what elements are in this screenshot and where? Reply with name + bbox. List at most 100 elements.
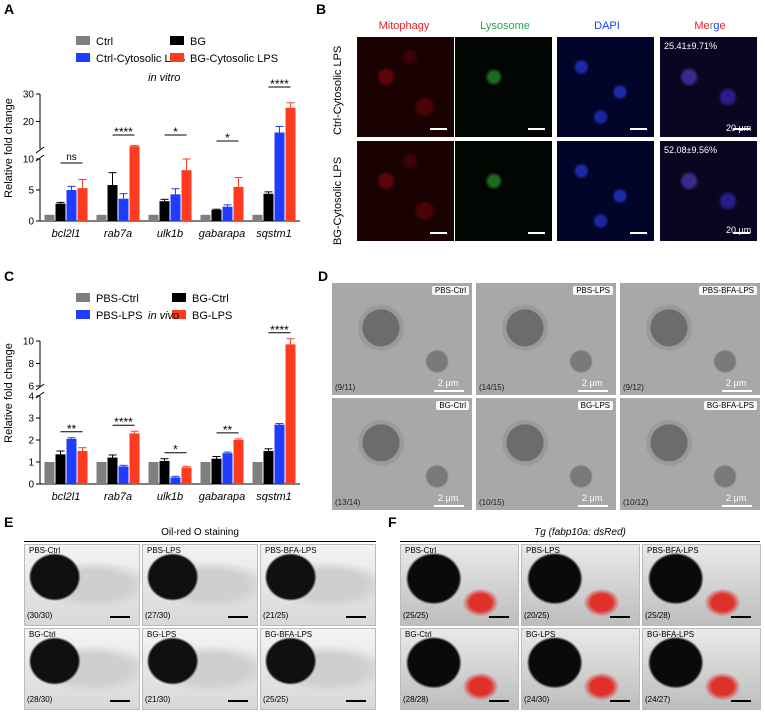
micrograph-mitophagy-row-1 — [357, 37, 454, 137]
panel-letter-a: A — [4, 1, 15, 17]
legend-label: BG-Ctrl — [192, 293, 229, 305]
legend-swatch — [76, 310, 90, 319]
significance-label: **** — [270, 77, 289, 91]
larva-image — [260, 544, 376, 626]
bar — [200, 462, 211, 484]
percentage-row-2: 52.08±9.56% — [664, 145, 717, 155]
col-header-dapi: DAPI — [594, 20, 620, 32]
em-condition-label: PBS-LPS — [573, 286, 613, 295]
legend-swatch — [76, 293, 90, 302]
larva-image — [142, 628, 258, 710]
scale-text: 2 μm — [582, 493, 603, 503]
bar — [159, 201, 170, 221]
significance-label: * — [173, 443, 178, 457]
y-tick-label: 8 — [28, 359, 34, 370]
x-tick-label: sqstm1 — [256, 228, 291, 240]
bar — [200, 214, 211, 221]
bar — [274, 424, 285, 484]
bar — [170, 194, 181, 221]
merge-header-part-3: g — [713, 20, 720, 32]
larva-count: (28/28) — [403, 695, 429, 704]
y-tick-label: 20 — [23, 117, 35, 128]
bar — [77, 451, 88, 484]
larva-condition-label: PBS-BFA-LPS — [265, 546, 317, 555]
panel-letter-d: D — [318, 268, 329, 284]
legend-swatch — [76, 36, 90, 45]
micrograph-lysosome-row-2 — [455, 141, 552, 241]
micrograph-dapi-row-1 — [557, 37, 654, 137]
scale-bar — [733, 128, 750, 130]
axis-break-mark — [35, 391, 45, 399]
bar — [148, 462, 159, 484]
scale-text: 2 μm — [726, 378, 747, 388]
bar — [263, 451, 274, 484]
chart-annotation: in vivo — [148, 310, 179, 322]
scale-bar — [489, 700, 509, 702]
percentage-row-1: 25.41±9.71% — [664, 41, 717, 51]
chart-annotation: in vitro — [148, 72, 180, 84]
scale-bar — [610, 616, 630, 618]
significance-label: **** — [270, 323, 289, 337]
bar — [233, 186, 244, 221]
chart-a-in-vitro: Ctrl BG Ctrl-Cytosolic LPS BG-Cytosolic LPS… — [3, 36, 300, 240]
panel-letter-b: B — [316, 1, 327, 17]
bar — [44, 214, 55, 221]
larva-image — [521, 544, 640, 626]
micrograph-merge-row-2 — [660, 141, 757, 241]
legend-swatch — [170, 53, 184, 62]
row-label-bg-cytosolic-lps: BG-Cytosolic LPS — [332, 156, 344, 245]
larva-image — [642, 628, 761, 710]
merge-header-part-2: r — [709, 20, 714, 32]
larva-condition-label: PBS-BFA-LPS — [647, 546, 699, 555]
panel-letter-e: E — [4, 514, 14, 530]
bar — [233, 440, 244, 484]
larva-image — [400, 544, 519, 626]
axis-break-mark — [35, 154, 45, 162]
legend-label: PBS-LPS — [96, 310, 142, 322]
significance-label: **** — [114, 415, 133, 429]
x-tick-label: rab7a — [104, 228, 132, 240]
y-tick-label: 2 — [28, 436, 34, 447]
larva-condition-label: BG-Ctrl — [29, 630, 56, 639]
legend-label: PBS-Ctrl — [96, 293, 139, 305]
bar — [274, 132, 285, 221]
scale-text: 2 μm — [438, 493, 459, 503]
y-axis-label: Relative fold change — [3, 343, 15, 443]
axis-break-mark — [35, 383, 45, 391]
bar — [285, 344, 296, 484]
legend-label: BG — [190, 36, 206, 48]
y-tick-label: 5 — [28, 186, 34, 197]
bar — [55, 454, 66, 484]
larva-image — [642, 544, 761, 626]
em-condition-label: BG-BFA-LPS — [703, 401, 757, 410]
legend-swatch — [170, 36, 184, 45]
bar — [107, 185, 118, 221]
scale-bar — [610, 700, 630, 702]
y-axis-label: Relative fold change — [3, 98, 15, 198]
em-count: (9/12) — [623, 383, 644, 392]
larva-condition-label: BG-BFA-LPS — [265, 630, 313, 639]
y-tick-label: 4 — [28, 392, 34, 403]
significance-label: * — [173, 125, 178, 139]
bar — [77, 188, 88, 221]
scale-bar — [434, 505, 464, 507]
x-tick-label: sqstm1 — [256, 491, 291, 503]
em-image — [332, 283, 472, 395]
larva-image — [400, 628, 519, 710]
larva-count: (25/25) — [403, 611, 429, 620]
scale-bar — [578, 505, 608, 507]
bar — [222, 206, 233, 221]
larva-condition-label: PBS-Ctrl — [29, 546, 61, 555]
em-image — [620, 398, 760, 510]
scale-bar — [731, 616, 751, 618]
x-tick-label: bcl2l1 — [52, 228, 81, 240]
x-tick-label: gabarapa — [199, 228, 246, 240]
scale-text: 2 μm — [726, 493, 747, 503]
micrograph-dapi-row-2 — [557, 141, 654, 241]
legend-swatch — [172, 310, 186, 319]
bar — [107, 457, 118, 484]
larva-condition-label: PBS-Ctrl — [405, 546, 437, 555]
legend-swatch — [76, 53, 90, 62]
bar — [252, 214, 263, 221]
legend-label: BG-LPS — [192, 310, 232, 322]
